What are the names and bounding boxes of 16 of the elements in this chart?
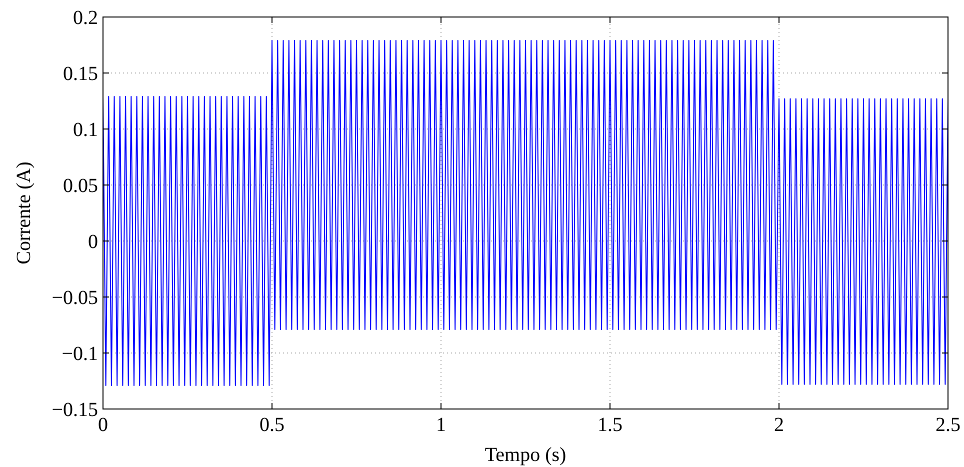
y-tick-label: 0.15: [63, 63, 98, 85]
y-tick-label: −0.05: [52, 287, 98, 309]
y-tick-label: 0.1: [73, 119, 98, 141]
x-tick-label: 1.5: [598, 414, 622, 436]
x-tick-label: 0.5: [260, 414, 284, 436]
y-tick-label: 0.05: [63, 175, 98, 197]
y-tick-label: 0: [88, 231, 98, 253]
y-axis-title: Corrente (A): [13, 162, 35, 264]
x-tick-label: 2: [774, 414, 784, 436]
y-tick-label: 0.2: [73, 7, 98, 29]
line-series: [103, 40, 948, 386]
y-tick-label: −0.1: [62, 343, 98, 365]
x-axis-title: Tempo (s): [484, 444, 566, 466]
y-tick-label: −0.15: [52, 399, 98, 421]
x-tick-label: 2.5: [936, 414, 960, 436]
x-tick-label: 1: [436, 414, 446, 436]
